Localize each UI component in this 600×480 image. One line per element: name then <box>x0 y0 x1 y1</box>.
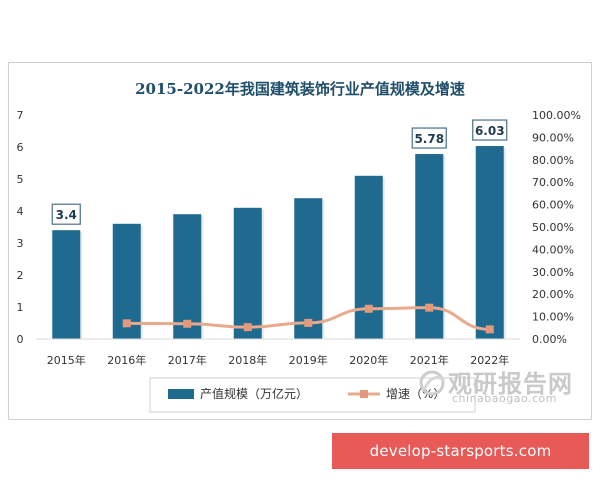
bar <box>173 214 202 339</box>
data-label: 6.03 <box>475 124 505 138</box>
y-left-tick-label: 5 <box>17 173 24 186</box>
y-left-tick-label: 3 <box>17 237 24 250</box>
legend-line-marker <box>360 390 368 398</box>
bar <box>233 207 262 339</box>
y-right-tick-label: 90.00% <box>532 131 574 144</box>
y-right-tick-label: 80.00% <box>532 154 574 167</box>
data-label: 3.4 <box>56 208 77 222</box>
x-tick-label: 2019年 <box>289 353 328 367</box>
bar <box>475 146 504 339</box>
y-right-tick-label: 30.00% <box>532 266 574 279</box>
x-tick-label: 2016年 <box>107 353 146 367</box>
y-right-tick-label: 20.00% <box>532 288 574 301</box>
growth-marker <box>122 319 131 328</box>
watermark-text: 观研报告网 <box>448 370 573 398</box>
x-tick-label: 2021年 <box>410 353 449 367</box>
chart-title: 2015-2022年我国建筑装饰行业产值规模及增速 <box>135 80 465 98</box>
x-tick-label: 2022年 <box>470 353 509 367</box>
bar <box>294 198 323 339</box>
y-right-tick-label: 100.00% <box>532 109 581 122</box>
y-left-tick-label: 2 <box>17 269 24 282</box>
growth-marker <box>183 319 192 328</box>
legend-bar-label: 产值规模（万亿元） <box>200 386 308 401</box>
data-label-box <box>472 119 508 141</box>
y-right-tick-label: 40.00% <box>532 243 574 256</box>
data-label-box <box>411 127 447 149</box>
y-left-tick-label: 4 <box>17 205 24 218</box>
data-label-box <box>51 203 81 225</box>
watermark-logo-icon <box>419 370 445 396</box>
x-tick-label: 2018年 <box>228 353 267 367</box>
watermark-url: chinabaogao.com <box>452 392 557 405</box>
y-right-tick-label: 10.00% <box>532 311 574 324</box>
growth-marker <box>243 323 252 332</box>
y-right-tick-label: 0.00% <box>532 333 567 346</box>
site-banner[interactable]: develop-starsports.com <box>332 433 589 469</box>
y-right-tick-label: 50.00% <box>532 221 574 234</box>
data-label: 5.78 <box>414 132 444 146</box>
watermark-logo-swoosh <box>422 376 445 391</box>
growth-marker <box>485 325 494 334</box>
x-tick-label: 2020年 <box>349 353 388 367</box>
x-tick-label: 2015年 <box>47 353 86 367</box>
growth-marker <box>364 304 373 313</box>
bar <box>354 175 383 339</box>
bar <box>52 230 81 339</box>
x-tick-label: 2017年 <box>168 353 207 367</box>
legend-bar-swatch <box>168 389 194 399</box>
y-right-tick-label: 70.00% <box>532 176 574 189</box>
y-left-tick-label: 1 <box>17 301 24 314</box>
growth-marker <box>425 303 434 312</box>
growth-marker <box>304 318 313 327</box>
y-left-tick-label: 7 <box>17 109 24 122</box>
y-left-tick-label: 6 <box>17 141 24 154</box>
y-left-tick-label: 0 <box>17 333 24 346</box>
legend-line-label: 增速（%） <box>386 387 445 401</box>
y-right-tick-label: 60.00% <box>532 199 574 212</box>
